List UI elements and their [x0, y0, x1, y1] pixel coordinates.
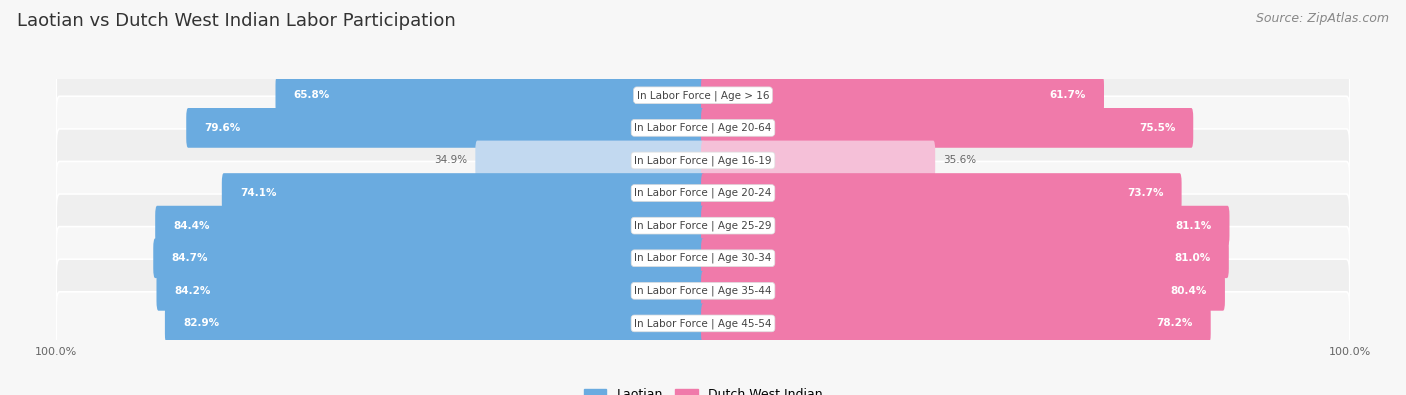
FancyBboxPatch shape	[56, 162, 1350, 225]
Text: 74.1%: 74.1%	[240, 188, 277, 198]
FancyBboxPatch shape	[156, 271, 704, 311]
FancyBboxPatch shape	[702, 238, 1229, 278]
FancyBboxPatch shape	[153, 238, 704, 278]
Text: 73.7%: 73.7%	[1128, 188, 1164, 198]
Text: In Labor Force | Age 30-34: In Labor Force | Age 30-34	[634, 253, 772, 263]
FancyBboxPatch shape	[56, 129, 1350, 192]
Text: Source: ZipAtlas.com: Source: ZipAtlas.com	[1256, 12, 1389, 25]
FancyBboxPatch shape	[56, 96, 1350, 160]
FancyBboxPatch shape	[155, 206, 704, 246]
FancyBboxPatch shape	[56, 64, 1350, 127]
Text: 80.4%: 80.4%	[1170, 286, 1206, 296]
Text: Laotian vs Dutch West Indian Labor Participation: Laotian vs Dutch West Indian Labor Parti…	[17, 12, 456, 30]
FancyBboxPatch shape	[56, 194, 1350, 257]
Text: 79.6%: 79.6%	[204, 123, 240, 133]
Text: In Labor Force | Age 16-19: In Labor Force | Age 16-19	[634, 155, 772, 166]
FancyBboxPatch shape	[702, 141, 935, 181]
FancyBboxPatch shape	[475, 141, 704, 181]
Text: 84.4%: 84.4%	[173, 221, 209, 231]
Text: In Labor Force | Age 45-54: In Labor Force | Age 45-54	[634, 318, 772, 329]
FancyBboxPatch shape	[702, 75, 1104, 115]
Text: 84.2%: 84.2%	[174, 286, 211, 296]
Text: 75.5%: 75.5%	[1139, 123, 1175, 133]
Text: In Labor Force | Age 20-24: In Labor Force | Age 20-24	[634, 188, 772, 198]
Text: 65.8%: 65.8%	[294, 90, 330, 100]
Text: 34.9%: 34.9%	[434, 156, 468, 166]
Text: In Labor Force | Age 35-44: In Labor Force | Age 35-44	[634, 286, 772, 296]
Legend: Laotian, Dutch West Indian: Laotian, Dutch West Indian	[579, 384, 827, 395]
FancyBboxPatch shape	[702, 271, 1225, 311]
Text: In Labor Force | Age > 16: In Labor Force | Age > 16	[637, 90, 769, 101]
Text: 35.6%: 35.6%	[943, 156, 976, 166]
Text: In Labor Force | Age 20-64: In Labor Force | Age 20-64	[634, 122, 772, 133]
FancyBboxPatch shape	[56, 292, 1350, 355]
FancyBboxPatch shape	[702, 108, 1194, 148]
Text: 81.0%: 81.0%	[1174, 253, 1211, 263]
FancyBboxPatch shape	[186, 108, 704, 148]
FancyBboxPatch shape	[56, 259, 1350, 322]
Text: 82.9%: 82.9%	[183, 318, 219, 328]
FancyBboxPatch shape	[702, 206, 1229, 246]
Text: 81.1%: 81.1%	[1175, 221, 1212, 231]
FancyBboxPatch shape	[56, 227, 1350, 290]
Text: In Labor Force | Age 25-29: In Labor Force | Age 25-29	[634, 220, 772, 231]
FancyBboxPatch shape	[702, 173, 1181, 213]
Text: 61.7%: 61.7%	[1049, 90, 1085, 100]
FancyBboxPatch shape	[222, 173, 704, 213]
Text: 84.7%: 84.7%	[172, 253, 208, 263]
FancyBboxPatch shape	[276, 75, 704, 115]
FancyBboxPatch shape	[165, 303, 704, 343]
Text: 78.2%: 78.2%	[1156, 318, 1192, 328]
FancyBboxPatch shape	[702, 303, 1211, 343]
